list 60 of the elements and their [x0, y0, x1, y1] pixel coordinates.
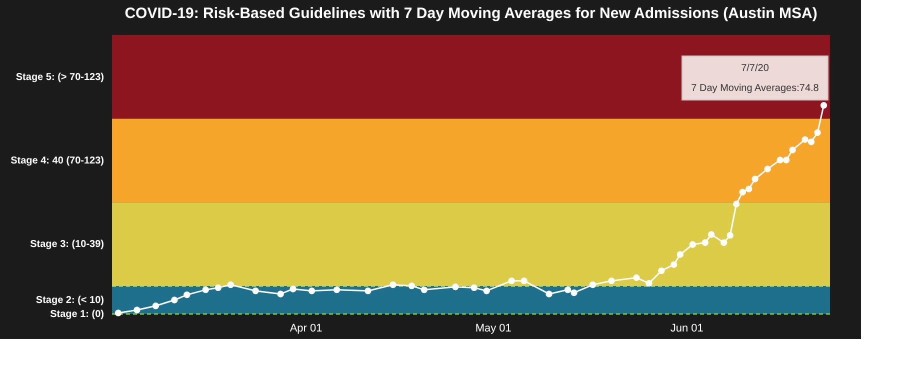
point [202, 286, 210, 294]
point [420, 286, 428, 294]
point [152, 302, 160, 310]
point [227, 281, 234, 288]
point [408, 282, 416, 290]
point [782, 156, 790, 164]
band-label: Stage 2: (< 10) [36, 295, 104, 306]
x-tick-label: Jun 01 [670, 322, 704, 334]
text: 7 Day Moving Averages:74.8 [691, 83, 820, 94]
point [820, 102, 828, 109]
point [277, 290, 284, 298]
point [252, 287, 259, 294]
point [808, 138, 815, 146]
point [184, 291, 190, 298]
point [589, 281, 596, 288]
point [508, 277, 515, 284]
point [308, 287, 316, 294]
point [483, 287, 490, 294]
band-label: Stage 3: (10-39) [30, 239, 104, 250]
point [608, 277, 615, 284]
point [564, 286, 572, 294]
x-tick-label: May 01 [475, 322, 512, 334]
point [676, 251, 684, 258]
text: 7/7/20 [741, 63, 770, 74]
point [390, 281, 396, 288]
point [708, 231, 715, 238]
point [732, 200, 740, 208]
point [752, 176, 758, 182]
point [776, 156, 784, 164]
point [720, 239, 728, 246]
point [745, 186, 752, 192]
point [814, 129, 821, 136]
point [689, 241, 696, 248]
band-label: Stage 5: (> 70-123) [16, 72, 104, 83]
point [670, 261, 678, 268]
point [290, 286, 296, 292]
point [702, 239, 708, 246]
point [739, 188, 746, 196]
point [546, 290, 552, 298]
x-tick-label: Apr 01 [290, 322, 322, 334]
point [452, 284, 459, 290]
point [570, 289, 578, 296]
point [171, 296, 178, 304]
point [134, 306, 140, 314]
chart-title: COVID-19: Risk-Based Guidelines with 7 Day Moving Averages for New Admissions (Austin MSA) [124, 5, 818, 22]
point [764, 166, 771, 172]
point [214, 284, 222, 292]
point [333, 286, 340, 294]
point [470, 284, 478, 292]
point [726, 232, 734, 239]
point [802, 136, 808, 143]
point [646, 280, 652, 287]
point [114, 310, 122, 316]
point [633, 274, 640, 282]
point [658, 267, 665, 274]
point [520, 277, 528, 284]
point [789, 146, 796, 154]
ref-line-label: Stage 1: (0) [50, 309, 104, 320]
band-label: Stage 4: 40 (70-123) [10, 156, 104, 167]
point [364, 287, 372, 294]
